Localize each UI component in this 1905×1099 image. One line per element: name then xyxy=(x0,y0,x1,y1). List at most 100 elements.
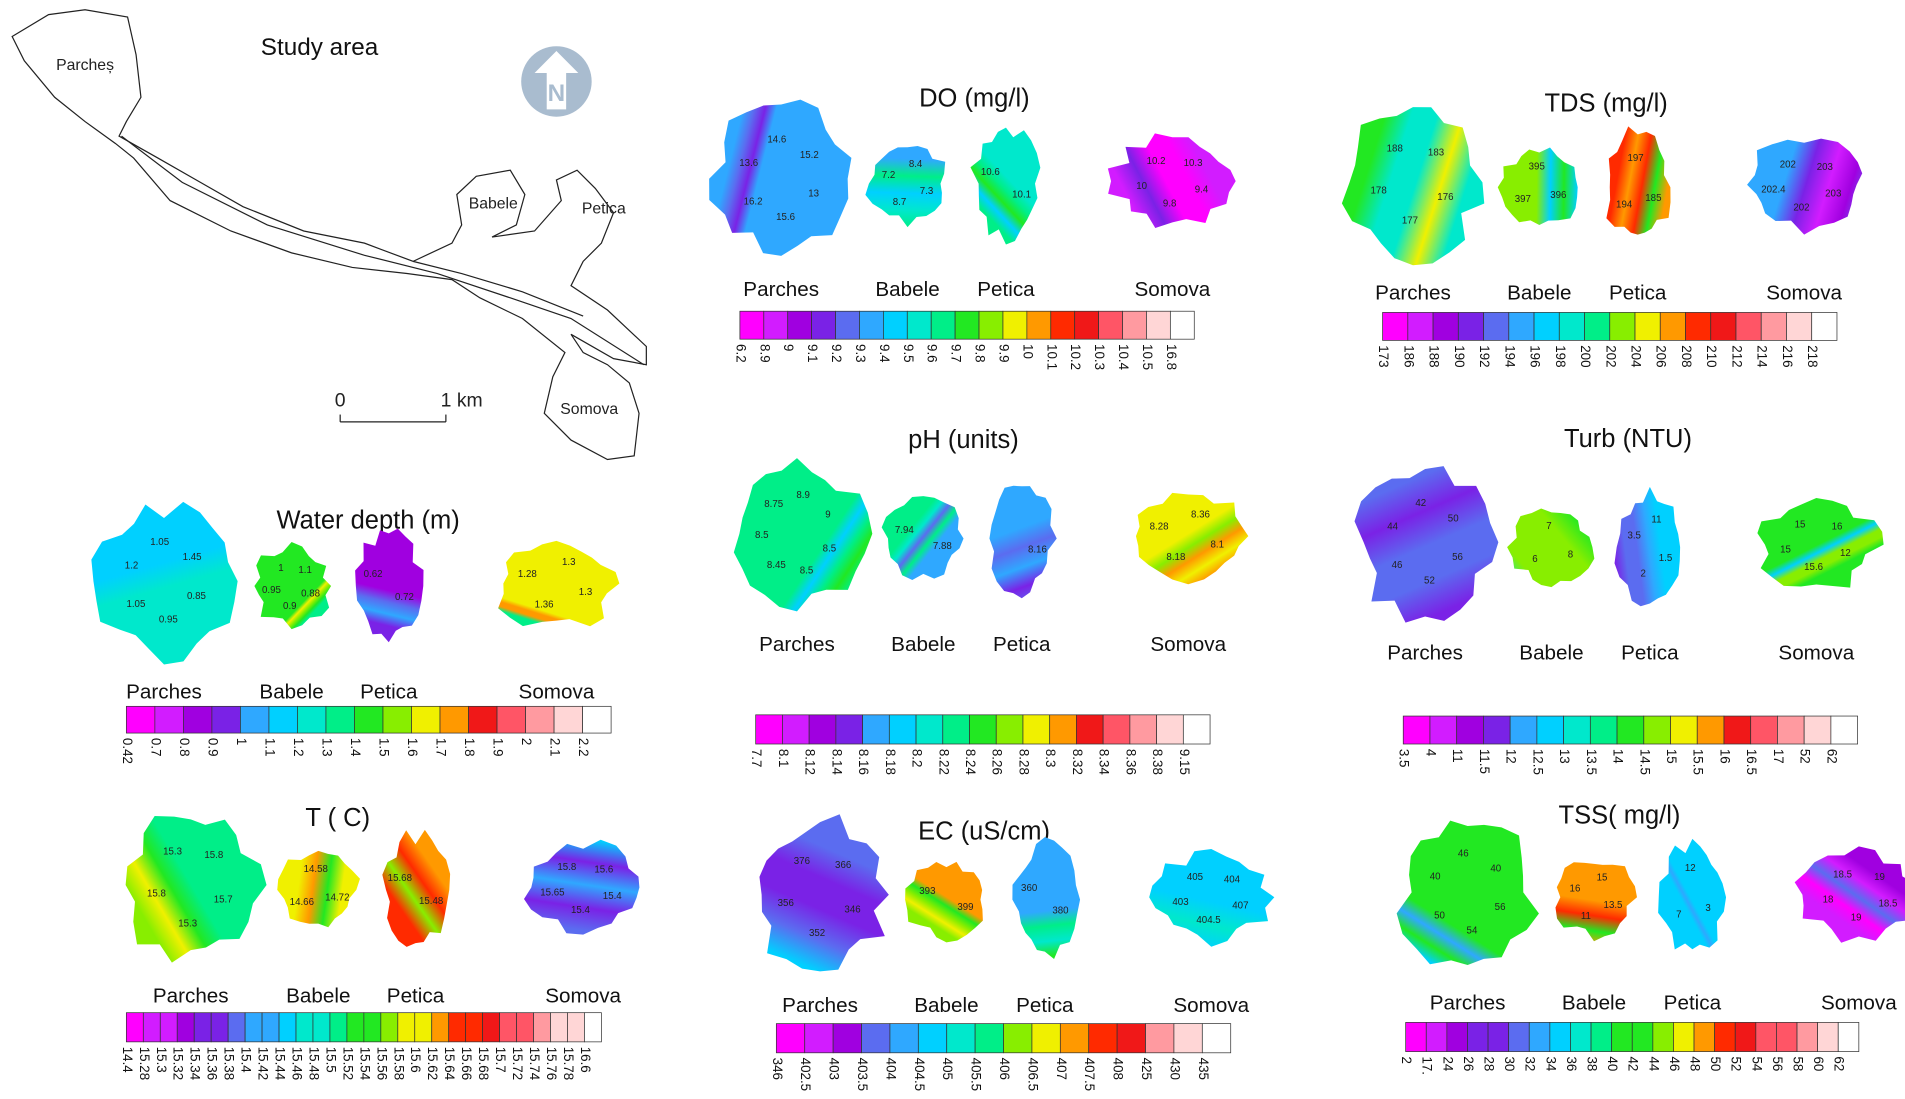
colorbar-label: 406.5 xyxy=(1025,1058,1040,1091)
colorbar-label: 62 xyxy=(1824,749,1839,764)
colorbar-cell xyxy=(996,715,1023,744)
contour-label: 0.85 xyxy=(187,591,206,602)
contour-map xyxy=(277,851,360,927)
colorbar-label: 30 xyxy=(1502,1056,1517,1071)
colorbar-label: 11.5 xyxy=(1477,749,1492,774)
colorbar-label: 38 xyxy=(1585,1056,1600,1071)
contour-label: 14.58 xyxy=(304,864,328,875)
contour-label: 0.88 xyxy=(301,589,320,600)
contour-label: 397 xyxy=(1515,194,1531,205)
colorbar-label: 9.4 xyxy=(877,344,892,363)
colorbar-cell xyxy=(500,1013,517,1042)
colorbar-cell xyxy=(1483,716,1510,744)
colorbar-label: 425 xyxy=(1139,1058,1154,1080)
site-label: Petica xyxy=(1664,992,1722,1015)
colorbar-cell xyxy=(1488,1022,1509,1051)
site-label: Parches xyxy=(126,680,202,703)
contour-label: 0.72 xyxy=(395,592,414,603)
colorbar-cell xyxy=(126,706,155,733)
contour-label: 185 xyxy=(1645,193,1661,204)
contour-label: 1.05 xyxy=(126,599,145,610)
colorbar-cell xyxy=(836,715,863,744)
colorbar-cell xyxy=(554,706,583,733)
colorbar-label: 405.5 xyxy=(969,1058,984,1091)
contour-label: 15.8 xyxy=(147,888,166,899)
colorbar-label: 15.74 xyxy=(527,1047,542,1081)
colorbar-label: 408 xyxy=(1111,1058,1126,1080)
scale-label: 1 km xyxy=(441,389,483,411)
colorbar-cell xyxy=(1711,312,1736,340)
colorbar-cell xyxy=(415,1013,432,1042)
colorbar-label: 1 xyxy=(234,738,249,745)
colorbar-cell xyxy=(859,311,883,339)
contour-label: 407 xyxy=(1232,901,1248,912)
colorbar-cell xyxy=(1777,716,1804,744)
colorbar-cell xyxy=(1050,715,1077,744)
colorbar-cell xyxy=(440,706,469,733)
contour-label: 18.5 xyxy=(1833,870,1852,881)
contour-label: 1.45 xyxy=(183,552,202,563)
colorbar-label: 204 xyxy=(1628,345,1643,368)
colorbar-cell xyxy=(296,1013,313,1042)
colorbar-label: 8.22 xyxy=(936,749,951,775)
colorbar-cell xyxy=(1644,716,1671,744)
colorbar-label: 15 xyxy=(1664,749,1679,764)
contour-label: 15.48 xyxy=(419,896,443,907)
colorbar-label: 9.7 xyxy=(949,344,964,363)
contour-label: 0.62 xyxy=(364,569,383,580)
colorbar-cell xyxy=(1534,312,1559,340)
colorbar-label: 28 xyxy=(1482,1056,1497,1071)
colorbar-cell xyxy=(918,1024,946,1053)
colorbar-cell xyxy=(1591,1022,1612,1051)
site-label: Petica xyxy=(1016,994,1074,1017)
colorbar-cell xyxy=(245,1013,262,1042)
contour-label: 15.65 xyxy=(540,887,564,898)
colorbar-cell xyxy=(862,1024,890,1053)
contour-label: 7 xyxy=(1676,909,1681,920)
colorbar-cell xyxy=(1818,1022,1839,1051)
colorbar-label: 8.14 xyxy=(829,749,844,776)
colorbar-cell xyxy=(863,715,890,744)
contour-label: 0.95 xyxy=(159,614,178,625)
colorbar-cell xyxy=(228,1013,245,1042)
contour-label: 8.16 xyxy=(1028,544,1047,555)
contour-label: 16 xyxy=(1570,884,1581,895)
colorbar-cell xyxy=(412,706,441,733)
contour-label: 15.2 xyxy=(800,150,819,161)
contour-label: 352 xyxy=(809,928,825,939)
colorbar-label: 15.78 xyxy=(561,1047,576,1080)
colorbar-label: 9.15 xyxy=(1177,749,1192,775)
contour-label: 13 xyxy=(808,188,819,199)
colorbar-label: 192 xyxy=(1477,345,1492,367)
site-label: Somova xyxy=(1766,282,1842,305)
contour-label: 19 xyxy=(1851,912,1862,923)
colorbar-cell xyxy=(432,1013,449,1042)
colorbar-cell xyxy=(269,706,298,733)
contour-label: 7.2 xyxy=(882,170,896,181)
colorbar-cell xyxy=(550,1013,567,1042)
contour-label: 10.3 xyxy=(1184,158,1203,169)
contour-label: 203 xyxy=(1817,162,1833,173)
contour-map xyxy=(1757,498,1883,588)
colorbar-cell xyxy=(1146,1024,1174,1053)
colorbar-label: 405 xyxy=(940,1058,955,1080)
colorbar-cell xyxy=(1032,1024,1060,1053)
site-label: Somova xyxy=(1135,278,1211,301)
colorbar-cell xyxy=(1003,311,1027,339)
colorbar-cell xyxy=(1426,1022,1447,1051)
panel-title: TSS( mg/l) xyxy=(1559,802,1681,830)
site-label: Parches xyxy=(743,278,819,301)
colorbar-label: 218 xyxy=(1805,345,1820,367)
panel-title: DO (mg/l) xyxy=(919,84,1030,112)
contour-label: 366 xyxy=(835,860,851,871)
contour-label: 202.4 xyxy=(1761,185,1786,196)
colorbar-label: 46 xyxy=(1667,1056,1682,1071)
colorbar-label: 9.1 xyxy=(805,344,820,363)
contour-label: 8 xyxy=(1568,550,1573,561)
contour-map xyxy=(1012,837,1080,959)
colorbar-cell xyxy=(1509,1022,1530,1051)
colorbar-label: 1.2 xyxy=(291,738,306,757)
colorbar-label: 10.3 xyxy=(1092,344,1107,370)
colorbar-cell xyxy=(1510,716,1537,744)
contour-label: 1.1 xyxy=(298,565,312,576)
